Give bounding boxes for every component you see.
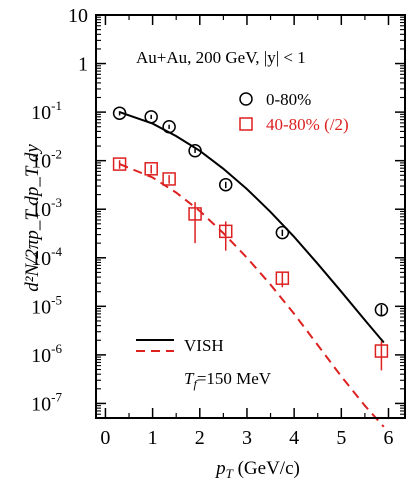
vish-curve bbox=[119, 111, 385, 344]
x-axis-title: pT (GeV/c) bbox=[214, 458, 300, 479]
point-0-80 bbox=[218, 177, 233, 192]
x-tick-label: 5 bbox=[336, 427, 346, 449]
y-tick-label: 10-3 bbox=[31, 195, 62, 221]
tf150-dashed-curve bbox=[119, 163, 385, 428]
y-tick-label: 10-7 bbox=[31, 389, 62, 415]
y-tick-label: 10-1 bbox=[31, 98, 62, 124]
point-40-80 bbox=[112, 157, 127, 171]
plot-frame bbox=[95, 14, 406, 419]
point-40-80 bbox=[275, 271, 290, 285]
point-0-80 bbox=[144, 110, 158, 124]
point-40-80 bbox=[218, 224, 233, 239]
y-tick-label: 10 bbox=[68, 5, 88, 27]
point-0-80 bbox=[162, 119, 176, 134]
y-tick-label: 1 bbox=[78, 54, 88, 76]
axis-ticks bbox=[96, 14, 405, 418]
legend-tf-label: Tf=150 MeV bbox=[184, 369, 272, 391]
x-tick-label: 1 bbox=[148, 427, 158, 449]
x-tick-label: 6 bbox=[383, 427, 393, 449]
point-40-80 bbox=[374, 344, 389, 358]
y-tick-label: 10-6 bbox=[31, 341, 62, 367]
point-0-80 bbox=[275, 225, 290, 240]
legend-vish-label: VISH bbox=[184, 336, 224, 355]
legend-label-0-80: 0-80% bbox=[266, 90, 311, 109]
y-axis-title: d²N/2πp_T dp_T dy bbox=[22, 144, 43, 292]
legend-markers: 0-80% 40-80% (/2) bbox=[239, 90, 349, 134]
x-tick-label: 3 bbox=[242, 427, 252, 449]
point-40-80 bbox=[162, 172, 176, 186]
x-tick-label: 2 bbox=[195, 427, 205, 449]
y-tick-label: 10-5 bbox=[31, 292, 62, 318]
point-40-80 bbox=[144, 162, 158, 176]
point-0-80 bbox=[374, 303, 389, 317]
x-tick-label: 4 bbox=[289, 427, 299, 449]
y-tick-label: 10-2 bbox=[31, 147, 62, 173]
model-curves bbox=[119, 111, 385, 428]
legend-square-marker bbox=[239, 117, 253, 131]
legend-label-40-80: 40-80% (/2) bbox=[266, 115, 349, 134]
legend-curves: VISH Tf=150 MeV bbox=[136, 336, 272, 391]
point-0-80 bbox=[112, 106, 127, 120]
y-tick-label: 10-4 bbox=[31, 244, 62, 270]
point-0-80 bbox=[188, 144, 202, 158]
x-tick-label: 0 bbox=[100, 427, 110, 449]
data-points bbox=[112, 106, 389, 371]
annotation-collision-system: Au+Au, 200 GeV, |y| < 1 bbox=[136, 48, 306, 67]
legend-circle-marker bbox=[239, 92, 253, 106]
tick-labels: 0 1 2 3 4 5 6 10-7 10-6 10-5 10-4 10-3 10-2 10-1 1 10 bbox=[31, 5, 393, 449]
point-40-80 bbox=[188, 207, 202, 221]
